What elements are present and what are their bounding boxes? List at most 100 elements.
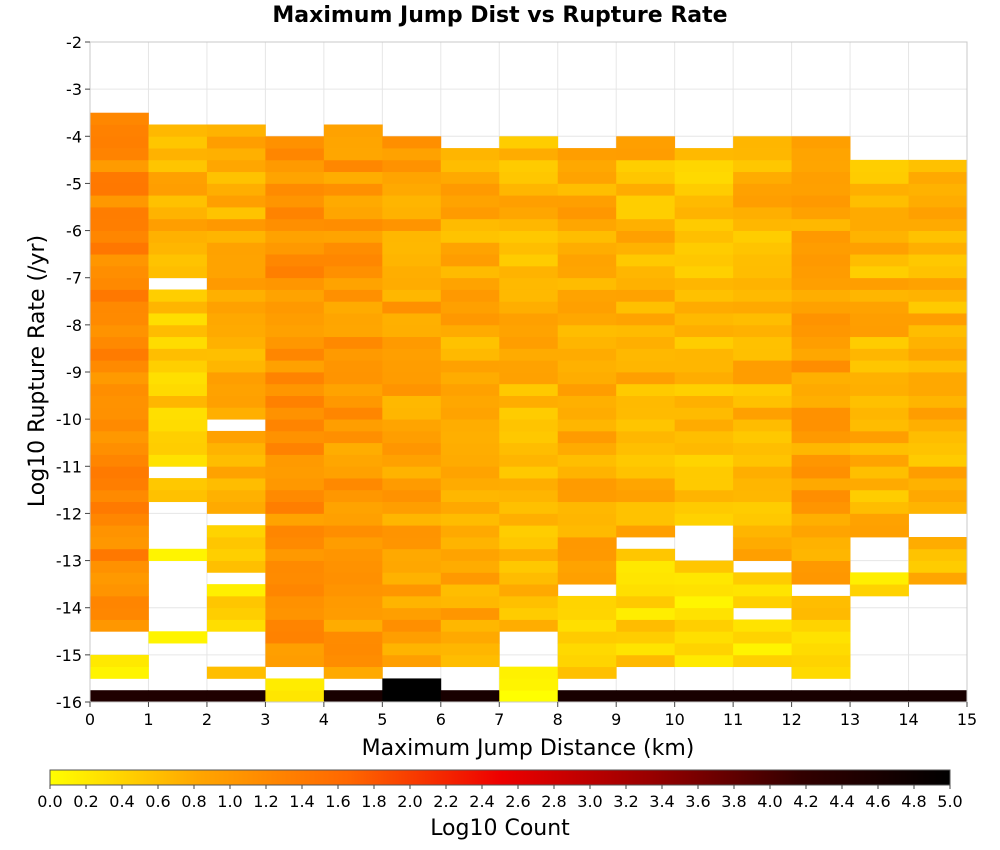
heatmap-cell <box>733 584 792 597</box>
heatmap-cell <box>908 372 968 385</box>
heatmap-cell <box>265 289 325 302</box>
heatmap-cell <box>616 183 676 196</box>
heatmap-cell <box>148 631 208 644</box>
heatmap-cell <box>90 572 149 585</box>
heatmap-cell <box>616 207 676 220</box>
heatmap-cell <box>499 218 559 231</box>
heatmap-cell <box>265 525 325 538</box>
heatmap-cell <box>265 136 325 149</box>
heatmap-cell <box>382 572 442 585</box>
heatmap-cell <box>791 195 851 208</box>
heatmap-cell <box>323 372 383 385</box>
heatmap-cell <box>206 207 266 220</box>
y-tick-label: -14 <box>56 599 82 618</box>
heatmap-cell <box>499 619 559 632</box>
heatmap-cell <box>323 419 383 432</box>
heatmap-cell <box>382 643 442 656</box>
colorbar-tick-label: 3.6 <box>685 792 710 811</box>
heatmap-cell <box>323 548 383 561</box>
colorbar-tick-label: 4.2 <box>793 792 818 811</box>
heatmap-cell <box>206 360 266 373</box>
heatmap-cell <box>733 301 792 314</box>
heatmap-cell <box>90 619 149 632</box>
x-tick-label: 2 <box>202 710 212 729</box>
heatmap-cell <box>733 195 792 208</box>
heatmap-cell <box>850 466 909 479</box>
colorbar-tick-label: 0.6 <box>145 792 170 811</box>
heatmap-cell <box>440 572 500 585</box>
heatmap-cell <box>674 324 734 338</box>
heatmap-cell <box>382 195 442 208</box>
heatmap-cell <box>908 442 968 455</box>
heatmap-cell <box>674 230 734 243</box>
heatmap-cell <box>499 466 559 479</box>
heatmap-cell <box>908 560 968 573</box>
heatmap-cell <box>265 195 325 208</box>
y-tick-label: -9 <box>66 363 82 382</box>
heatmap-cell <box>616 136 676 149</box>
heatmap-cell <box>382 183 442 196</box>
heatmap-cell <box>791 654 851 668</box>
heatmap-cell <box>499 430 559 444</box>
heatmap-cell <box>499 254 559 267</box>
heatmap-cell <box>557 301 617 314</box>
colorbar-tick-label: 1.6 <box>325 792 350 811</box>
heatmap-cell <box>265 513 325 526</box>
heatmap-cell <box>323 277 383 290</box>
heatmap-cell <box>323 643 383 656</box>
y-tick-label: -8 <box>66 316 82 335</box>
heatmap-cell <box>440 525 500 538</box>
heatmap-cell <box>791 265 851 279</box>
heatmap-cell <box>557 654 617 668</box>
heatmap-cell <box>557 159 617 173</box>
y-tick-label: -16 <box>56 693 82 712</box>
heatmap-cell <box>440 619 500 632</box>
heatmap-cell <box>616 159 676 173</box>
heatmap-cell <box>323 442 383 455</box>
heatmap-cell <box>674 171 734 184</box>
heatmap-cell <box>908 395 968 408</box>
heatmap-cell <box>499 525 559 538</box>
heatmap-cell <box>850 171 909 184</box>
heatmap-cell <box>499 171 559 184</box>
heatmap-cell <box>440 195 500 208</box>
heatmap-cell <box>850 207 909 220</box>
heatmap-cell <box>499 183 559 196</box>
heatmap-cell <box>557 643 617 656</box>
heatmap-cell <box>265 383 325 396</box>
heatmap-cell <box>206 289 266 302</box>
heatmap-cell <box>440 277 500 290</box>
heatmap-cell <box>674 595 734 609</box>
heatmap-cell <box>440 265 500 279</box>
heatmap-cell <box>674 489 734 503</box>
heatmap-cell <box>616 430 676 444</box>
heatmap-cell <box>791 218 851 231</box>
heatmap-cell <box>733 313 792 326</box>
heatmap-cell <box>90 336 149 349</box>
heatmap-cell <box>674 301 734 314</box>
heatmap-cell <box>323 654 383 668</box>
heatmap-cell <box>440 171 500 184</box>
heatmap-cell <box>791 690 851 703</box>
heatmap-cell <box>265 148 325 161</box>
heatmap-cell <box>557 525 617 538</box>
heatmap-cell <box>791 619 851 632</box>
heatmap-cell <box>323 313 383 326</box>
heatmap-cell <box>850 289 909 302</box>
colorbar-tick-label: 0.4 <box>109 792 134 811</box>
heatmap-cell <box>674 289 734 302</box>
heatmap-cell <box>148 313 208 326</box>
heatmap-cell <box>382 348 442 361</box>
heatmap-cell <box>733 242 792 255</box>
heatmap-cell <box>616 336 676 349</box>
heatmap-cell <box>90 478 149 491</box>
heatmap-cell <box>323 619 383 632</box>
heatmap-cell <box>499 360 559 373</box>
heatmap-cell <box>850 242 909 255</box>
heatmap-cell <box>382 265 442 279</box>
heatmap-cell <box>90 301 149 314</box>
x-tick-label: 3 <box>260 710 270 729</box>
heatmap-cell <box>90 489 149 503</box>
heatmap-cell <box>791 478 851 491</box>
